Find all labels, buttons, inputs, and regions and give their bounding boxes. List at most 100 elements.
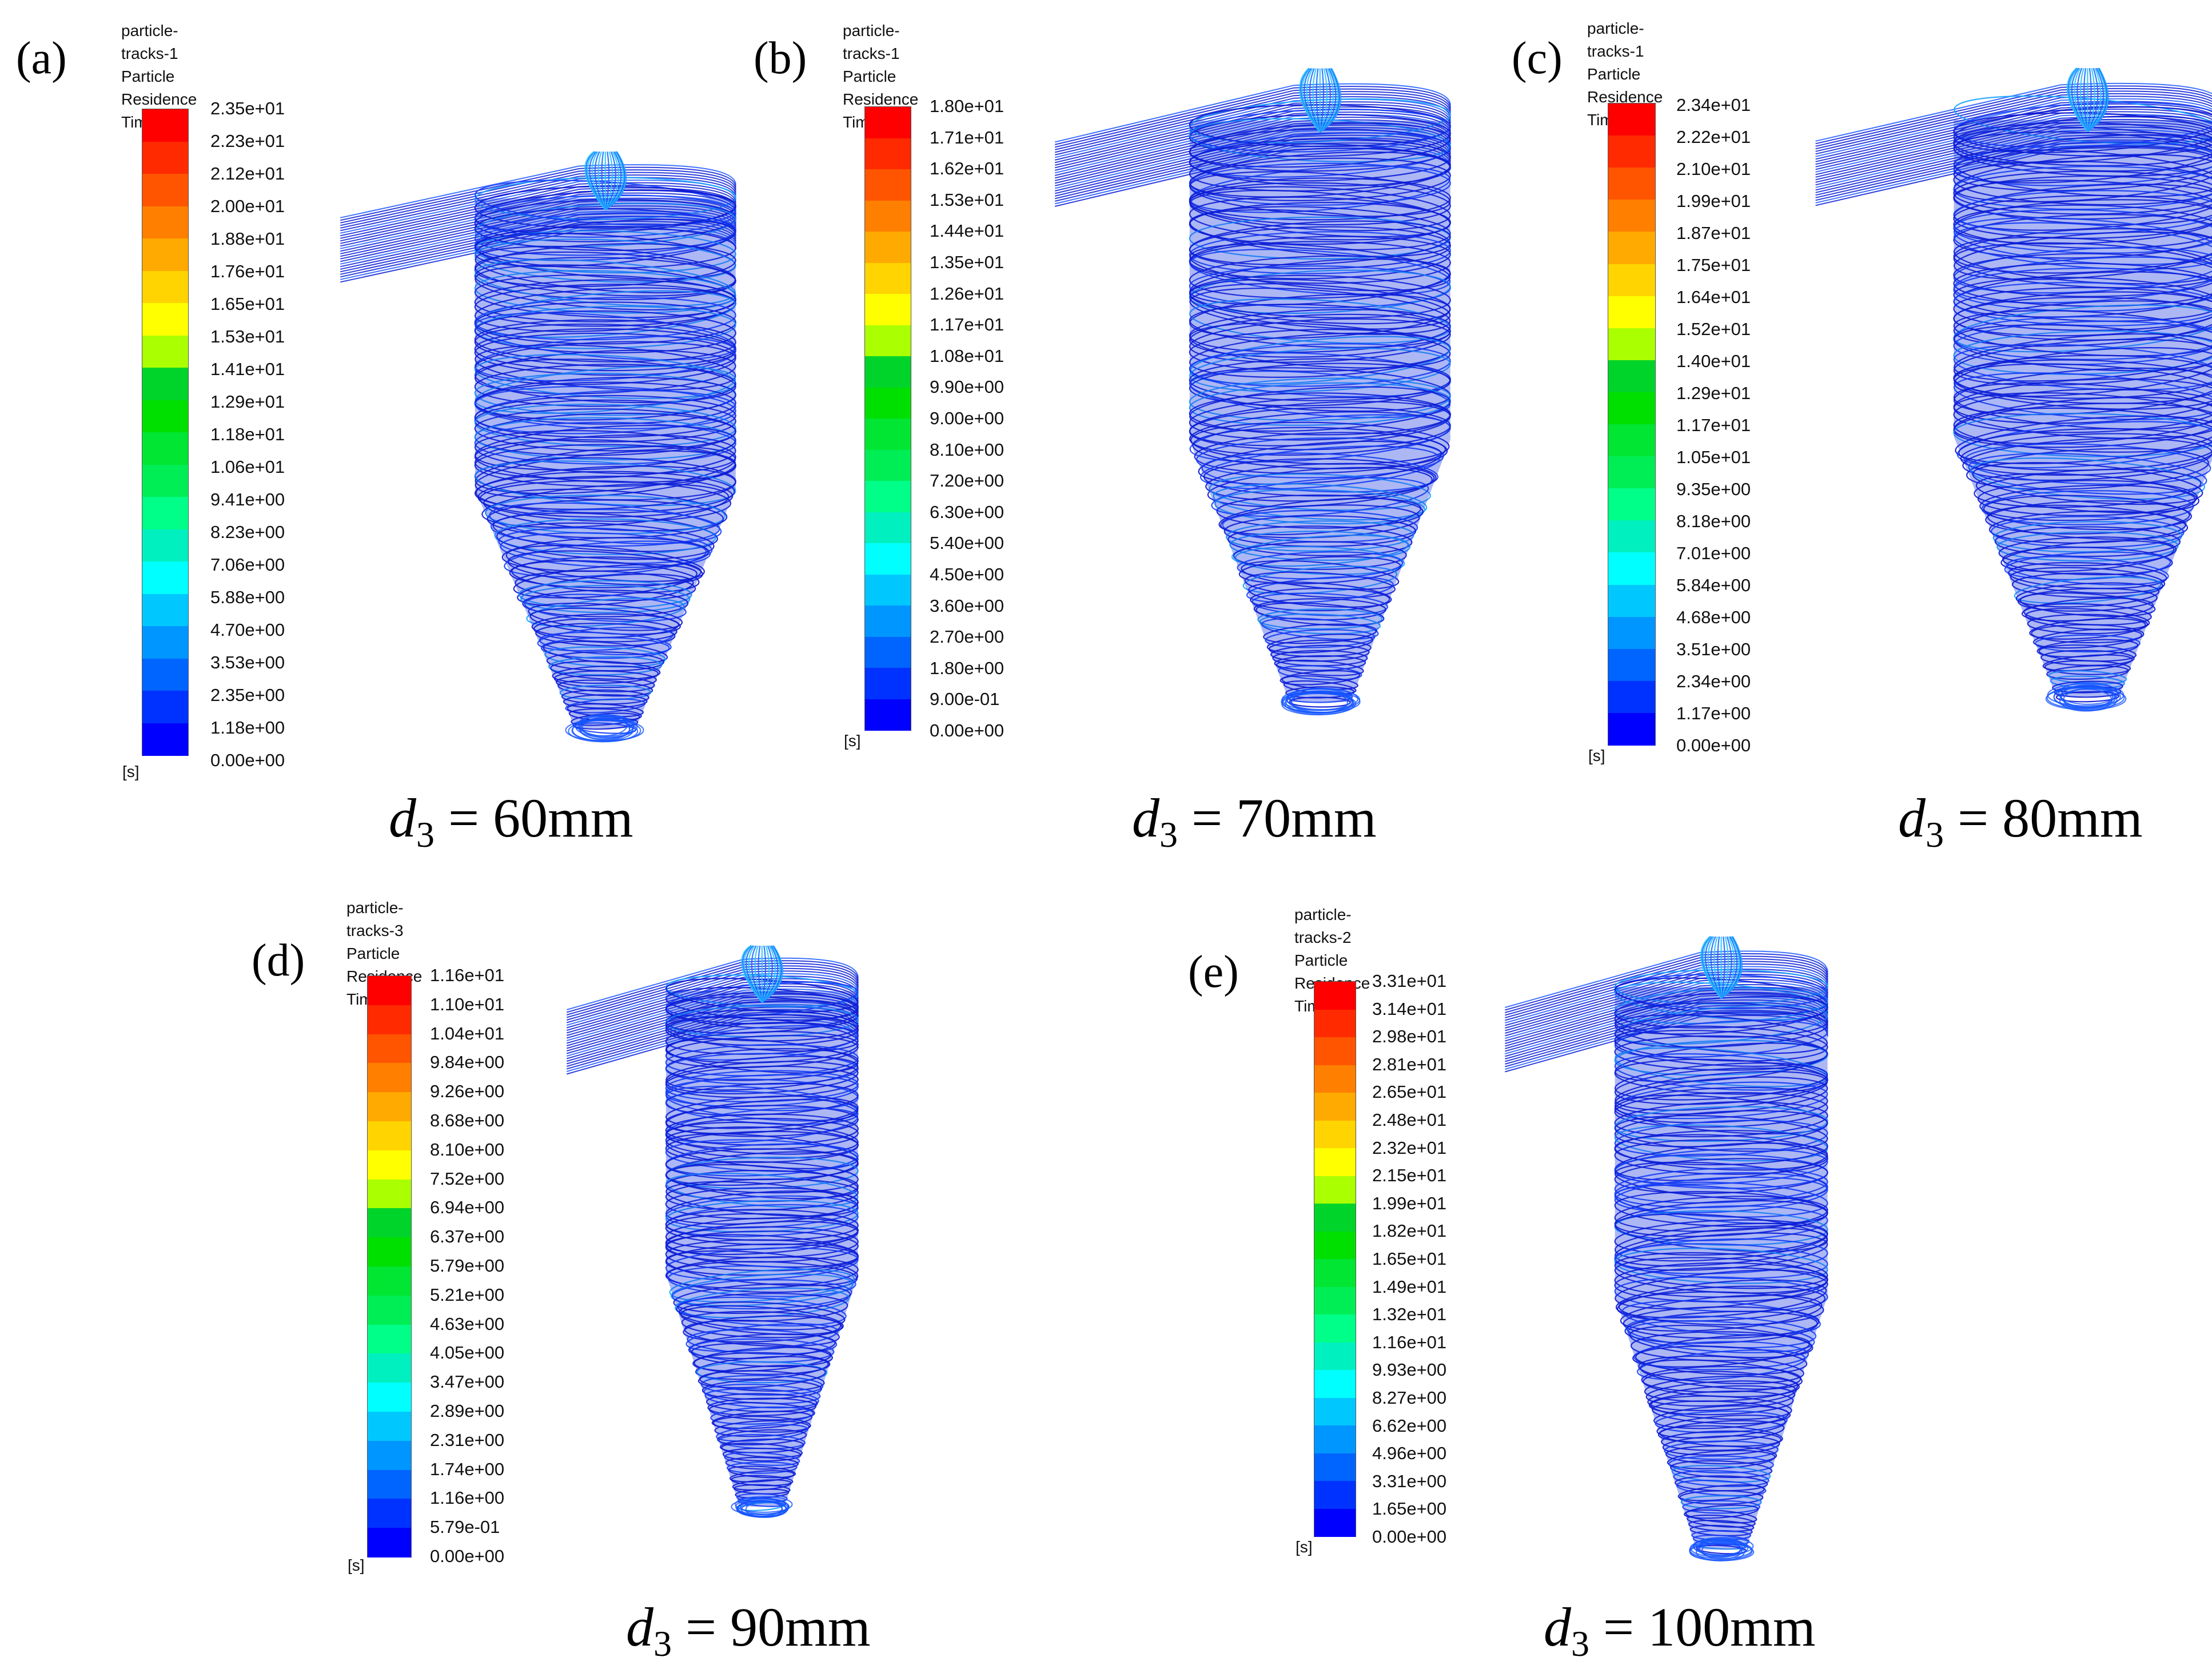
panel-letter: (d) (252, 935, 305, 986)
colorbar-tick-label: 9.93e+00 (1372, 1360, 1447, 1380)
colorbar-tick-label: 5.88e+00 (210, 587, 285, 607)
colorbar-tick-label: 1.80e+00 (930, 658, 1005, 678)
colorbar-tick-label: 1.17e+01 (930, 314, 1005, 335)
panel-caption: d3 = 90mm (626, 1595, 870, 1665)
colorbar-segment (368, 1208, 411, 1238)
colorbar-tick-label: 3.31e+00 (1372, 1471, 1447, 1491)
colorbar-segment (368, 1150, 411, 1180)
colorbar-segment (1608, 488, 1655, 521)
colorbar-tick-label: 1.82e+01 (1372, 1221, 1447, 1241)
colorbar-labels: 2.34e+01 2.22e+01 2.10e+01 1.99e+01 1.87e+01… (1676, 95, 1791, 755)
colorbar-segment (1314, 1286, 1356, 1315)
colorbar-segment (1608, 103, 1655, 137)
caption-variable: d (1132, 787, 1159, 849)
colorbar-tick-label: 1.65e+01 (210, 294, 285, 314)
colorbar-segment (865, 574, 911, 606)
cyclone-particle-tracks (566, 945, 859, 1518)
colorbar-segment (368, 1005, 411, 1035)
colorbar-segment (1608, 680, 1655, 714)
colorbar-segment (368, 1440, 411, 1471)
colorbar-tick-label: 1.18e+00 (210, 718, 285, 738)
colorbar-tick-label: 8.27e+00 (1372, 1388, 1447, 1408)
colorbar-segment (142, 109, 188, 142)
colorbar-tick-label: 1.16e+00 (430, 1488, 505, 1508)
caption-value: = 90mm (672, 1596, 871, 1658)
colorbar-tick-label: 2.48e+01 (1372, 1110, 1447, 1130)
colorbar-segment (368, 1179, 411, 1209)
colorbar-tick-label: 5.40e+00 (930, 533, 1005, 553)
colorbar-segment (865, 543, 911, 575)
colorbar-segment (865, 262, 911, 294)
colorbar-labels: 2.35e+01 2.23e+01 2.12e+01 2.00e+01 1.88e+01… (210, 98, 325, 770)
colorbar-segment (865, 138, 911, 170)
colorbar-segment (865, 107, 911, 139)
colorbar-segment (865, 387, 911, 419)
colorbar-segment (142, 270, 188, 304)
colorbar-segment (1608, 168, 1655, 201)
colorbar-tick-label: 2.98e+01 (1372, 1026, 1447, 1047)
colorbar-segment (1608, 232, 1655, 265)
colorbar-segment (1314, 982, 1356, 1010)
panel-caption: d3 = 80mm (1898, 786, 2142, 856)
colorbar-segment (1608, 648, 1655, 682)
colorbar-tick-label: 3.53e+00 (210, 652, 285, 672)
panel-letter: (b) (754, 33, 807, 83)
colorbar-tick-label: 2.35e+01 (210, 98, 285, 118)
particle-tracks (1505, 936, 1828, 1562)
track-name: particle-tracks-1 (1587, 19, 1644, 60)
colorbar-tick-label: 1.08e+01 (930, 345, 1005, 366)
colorbar-tick-label: 2.89e+00 (430, 1401, 505, 1421)
colorbar-segment (865, 232, 911, 264)
panel-letter: (e) (1188, 947, 1239, 997)
colorbar-segment (1314, 1204, 1356, 1232)
colorbar-tick-label: 2.34e+00 (1676, 671, 1751, 691)
colorbar-segment (1608, 264, 1655, 297)
colorbar-segment (368, 1528, 411, 1558)
colorbar-tick-label: 1.16e+01 (1372, 1332, 1447, 1352)
colorbar-segment (142, 368, 188, 401)
colorbar-segment (142, 464, 188, 497)
colorbar-tick-label: 1.75e+01 (1676, 255, 1751, 275)
colorbar-segment (368, 1499, 411, 1529)
colorbar-tick-label: 0.00e+00 (1372, 1527, 1447, 1547)
colorbar-segment (368, 1324, 411, 1355)
colorbar-segment (368, 1266, 411, 1296)
track-name: particle-tracks-1 (843, 22, 900, 62)
panel-caption: d3 = 70mm (1132, 786, 1376, 856)
colorbar-tick-label: 2.22e+01 (1676, 127, 1751, 147)
colorbar-tick-label: 7.01e+00 (1676, 543, 1751, 563)
colorbar-segment (1608, 616, 1655, 650)
track-name: particle-tracks-1 (121, 22, 178, 62)
colorbar-tick-label: 2.34e+01 (1676, 95, 1751, 115)
colorbar-tick-label: 3.14e+01 (1372, 998, 1447, 1019)
colorbar-tick-label: 4.05e+00 (430, 1343, 505, 1363)
cyclone-particle-tracks (1054, 67, 1451, 716)
colorbar-segment (142, 658, 188, 691)
caption-variable: d (1544, 1596, 1571, 1658)
colorbar-tick-label: 1.44e+01 (930, 221, 1005, 241)
colorbar-segment (368, 976, 411, 1006)
colorbar-tick-label: 1.65e+00 (1372, 1499, 1447, 1519)
colorbar-segment (865, 699, 911, 731)
colorbar-tick-label: 9.26e+00 (430, 1081, 505, 1102)
colorbar-tick-label: 2.23e+01 (210, 131, 285, 151)
colorbar-segment (1314, 1231, 1356, 1260)
colorbar-segment (368, 1383, 411, 1412)
caption-subscript: 3 (1926, 814, 1944, 855)
colorbar-segment (368, 1469, 411, 1500)
colorbar-tick-label: 1.53e+01 (210, 326, 285, 346)
panel-caption: d3 = 60mm (389, 786, 633, 856)
colorbar-segment (1608, 200, 1655, 233)
colorbar-segment (1314, 1009, 1356, 1038)
colorbar-tick-label: 9.41e+00 (210, 489, 285, 509)
colorbar-tick-label: 9.90e+00 (930, 377, 1005, 397)
colorbar-tick-label: 8.68e+00 (430, 1110, 505, 1130)
colorbar-tick-label: 1.17e+01 (1676, 415, 1751, 435)
caption-variable: d (626, 1596, 653, 1658)
colorbar-tick-label: 2.10e+01 (1676, 159, 1751, 179)
colorbar-segment (1314, 1176, 1356, 1204)
colorbar-segment (1314, 1259, 1356, 1288)
colorbar-segment (142, 335, 188, 368)
colorbar-tick-label: 2.65e+01 (1372, 1082, 1447, 1102)
colorbar-segment (1314, 1370, 1356, 1399)
